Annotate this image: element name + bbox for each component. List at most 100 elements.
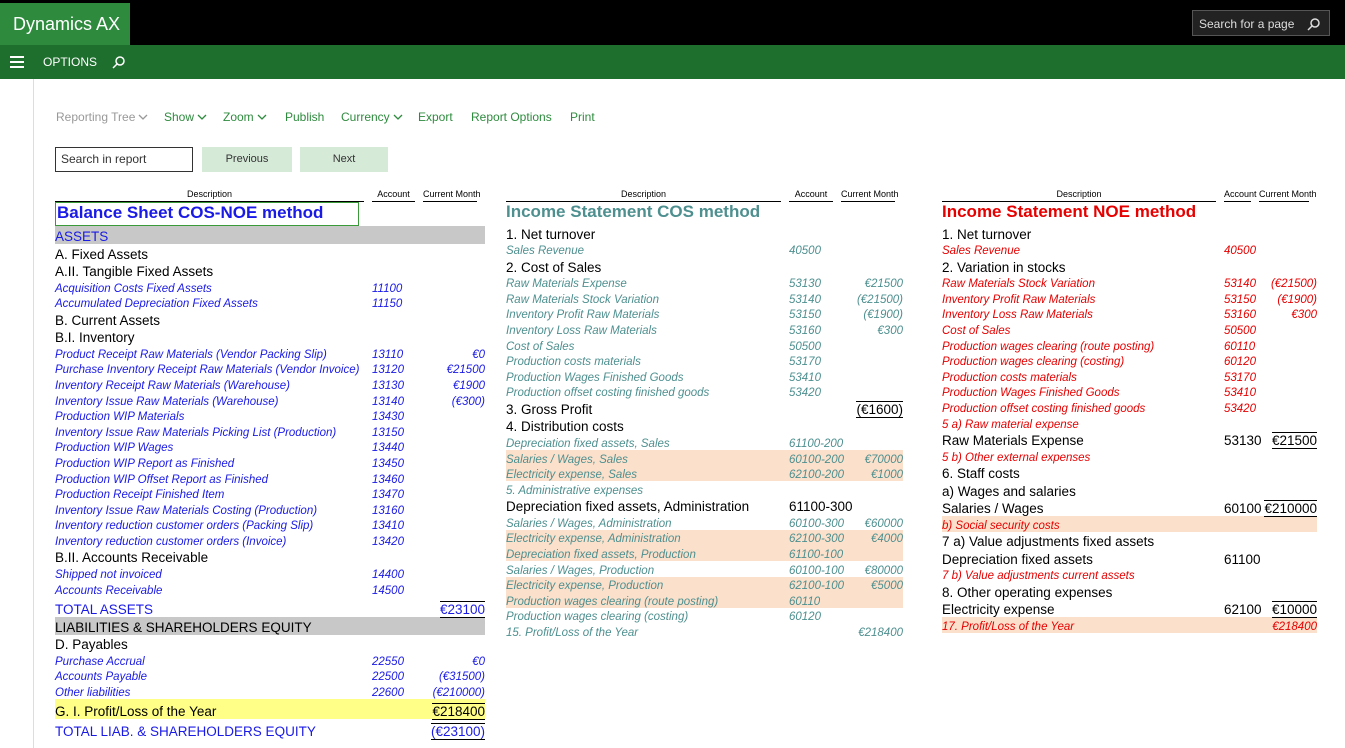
report-row: 7 a) Value adjustments fixed assets [942,532,1317,550]
row-label: 5. Administrative expenses [506,485,789,497]
toolbar-item[interactable]: Currency [341,110,403,124]
toolbar-label: Report Options [471,110,552,124]
chevron [257,113,267,121]
row-label: 5 a) Raw material expense [942,419,1224,431]
account-number: 62100 [1224,602,1262,617]
report-row: Production costs materials53170 [506,353,903,369]
row-label: Inventory reduction customer orders (Pac… [55,520,372,532]
account-number: 53170 [1224,372,1256,384]
amount: €21500 [447,364,485,376]
options-menu[interactable]: OPTIONS [43,55,97,69]
search-icon[interactable] [112,55,126,69]
menu-icon[interactable] [10,56,24,68]
toolbar-item[interactable]: Publish [285,110,324,124]
row-account: 53420 [789,387,841,399]
toolbar-item[interactable]: Print [570,110,595,124]
row-amount: (€1600) [841,402,903,417]
report-row: Accounts Receivable14500 [55,581,485,597]
amount: €300 [1291,309,1317,321]
toolbar-label: Show [164,110,194,124]
app-name[interactable]: Dynamics AX [0,3,130,45]
column-title: Description [55,188,364,202]
account-number: 50500 [789,341,821,353]
report-row: G. I. Profit/Loss of the Year€218400 [55,699,485,719]
row-label: Purchase Accrual [55,656,372,668]
account-number: 60100-200 [789,454,844,466]
row-label: Production WIP Report as Finished [55,458,372,470]
report-row: B.II. Accounts Receivable [55,548,485,566]
row-label: Purchase Inventory Receipt Raw Materials… [55,364,372,376]
row-label: Sales Revenue [942,245,1224,257]
amount: (€31500) [439,671,485,683]
row-account: 13440 [372,442,423,454]
report-row: TOTAL ASSETS€23100 [55,597,485,617]
row-label: D. Payables [55,637,372,652]
toolbar-label: Publish [285,110,324,124]
row-account: 60110 [1224,341,1259,353]
toolbar-item[interactable]: Report Options [471,110,552,124]
account-number: 13460 [372,474,404,486]
row-label: Salaries / Wages, Administration [506,518,789,530]
row-account: 50500 [1224,325,1259,337]
row-label: Inventory Issue Raw Materials (Warehouse… [55,396,372,408]
report-row: Production Wages Finished Goods53410 [942,384,1317,400]
account-number: 62100-300 [789,533,844,545]
row-account: 53130 [789,278,841,290]
account-number: 60110 [789,596,820,608]
amount: (€21500) [1271,278,1317,290]
chevron [197,113,207,121]
row-account: 13130 [372,380,423,392]
report-search[interactable]: Search in report [55,147,193,172]
row-amount: €0 [423,349,485,361]
account-number: 50500 [1224,325,1256,337]
row-amount: €1900 [423,380,485,392]
amount: (€1900) [863,309,903,321]
report-row: Inventory reduction customer orders (Pac… [55,517,485,533]
page-search[interactable]: Search for a page [1192,10,1330,36]
amount: €23100 [440,601,485,618]
row-label: Electricity expense, Production [506,580,789,592]
row-label: 3. Gross Profit [506,402,789,417]
amount: €21500 [865,278,903,290]
row-label: b) Social security costs [942,520,1224,532]
account-number: 22600 [372,687,404,699]
row-label: B.I. Inventory [55,330,372,345]
report-row: Salaries / Wages, Production60100-100€80… [506,561,903,577]
row-label: Depreciation fixed assets, Production [506,549,789,561]
row-label: Electricity expense [942,602,1224,617]
row-label: Production costs materials [942,372,1224,384]
row-account: 53420 [1224,403,1259,415]
row-label: Production wages clearing (route posting… [506,596,789,608]
account-number: 61100-300 [789,499,853,514]
toolbar-item[interactable]: Export [418,110,453,124]
report-row: Inventory Receipt Raw Materials (Warehou… [55,376,485,392]
column-title: Account [1224,188,1251,202]
report-row: Production wages clearing (costing)60120 [942,353,1317,369]
amount: (€23100) [431,723,485,740]
column-title: Description [942,188,1216,202]
row-account: 53160 [789,325,841,337]
account-number: 60110 [1224,341,1255,353]
report-row: 15. Profit/Loss of the Year€218400 [506,623,903,639]
report-title: Income Statement NOE method [942,202,1317,224]
row-account: 13150 [372,427,423,439]
account-number: 22550 [372,656,404,668]
next-button[interactable]: Next [300,147,388,172]
account-number: 60100 [1224,501,1262,516]
toolbar-item[interactable]: Zoom [223,110,267,124]
report-row: Inventory Issue Raw Materials Costing (P… [55,501,485,517]
row-label: 15. Profit/Loss of the Year [506,627,789,639]
account-number: 13440 [372,442,404,454]
row-account: 13430 [372,411,423,423]
row-label: Sales Revenue [506,245,789,257]
row-amount: (€31500) [423,671,485,683]
row-amount: (€1900) [1259,294,1317,306]
report-row: Depreciation fixed assets, Production611… [506,545,903,561]
toolbar-item[interactable]: Show [164,110,207,124]
amount: €80000 [865,565,903,577]
row-label: Production costs materials [506,356,789,368]
report-row: Inventory reduction customer orders (Inv… [55,532,485,548]
toolbar-item[interactable]: Reporting Tree [56,110,148,124]
previous-button[interactable]: Previous [202,147,292,172]
